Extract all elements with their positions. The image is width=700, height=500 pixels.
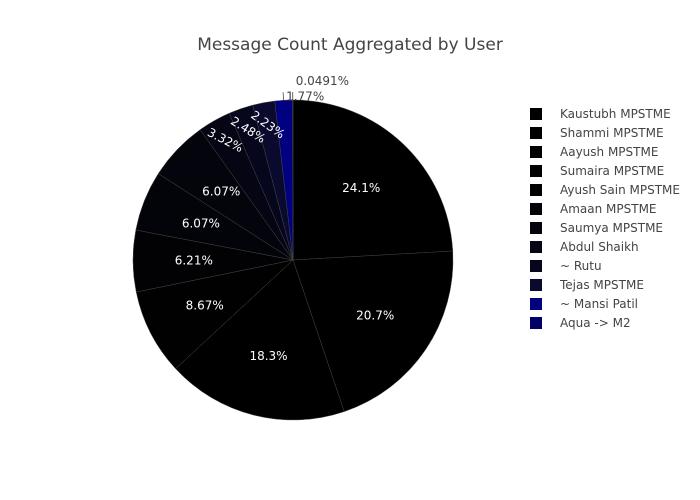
legend-item-shammi-mpstme[interactable]: Shammi MPSTME: [530, 126, 664, 140]
slice-percent-label: 6.21%: [175, 254, 213, 268]
chart-title: Message Count Aggregated by User: [197, 35, 503, 55]
legend-label: Saumya MPSTME: [560, 221, 663, 235]
legend-swatch: [530, 165, 542, 177]
legend-swatch: [530, 241, 542, 253]
legend-label: ~ Rutu: [560, 259, 602, 273]
slice-percent-label: 8.67%: [186, 298, 224, 312]
slice-percent-label: 18.3%: [249, 349, 287, 363]
legend-label: Tejas MPSTME: [559, 278, 644, 292]
slice-percent-label: 20.7%: [356, 309, 394, 323]
legend-swatch: [530, 108, 542, 120]
legend-label: ~ Mansi Patil: [560, 297, 638, 311]
legend-item-amaan-mpstme[interactable]: Amaan MPSTME: [530, 202, 657, 216]
legend-label: Abdul Shaikh: [560, 240, 639, 254]
legend-swatch: [530, 184, 542, 196]
legend-label: Shammi MPSTME: [560, 126, 664, 140]
legend-swatch: [530, 146, 542, 158]
legend-item-ayush-sain-mpstme[interactable]: Ayush Sain MPSTME: [530, 183, 680, 197]
legend-item-kaustubh-mpstme[interactable]: Kaustubh MPSTME: [530, 107, 671, 121]
legend-item-aqua-m2[interactable]: Aqua -> M2: [530, 316, 631, 330]
legend-label: Amaan MPSTME: [560, 202, 657, 216]
legend-swatch: [530, 279, 542, 291]
legend-item-abdul-shaikh[interactable]: Abdul Shaikh: [530, 240, 639, 254]
pie-slice-shammi-mpstme[interactable]: [292, 250, 454, 412]
legend-item-mansi-patil[interactable]: ~ Mansi Patil: [530, 297, 638, 311]
pie-slice-sumaira-mpstme[interactable]: [135, 259, 294, 370]
legend-swatch: [530, 127, 542, 139]
legend-swatch: [530, 203, 542, 215]
legend-swatch: [530, 222, 542, 234]
slice-percent-label: 6.07%: [182, 216, 220, 230]
legend: Kaustubh MPSTME Shammi MPSTME Aayush MPSTM…: [530, 107, 680, 330]
legend-label: Ayush Sain MPSTME: [560, 183, 680, 197]
legend-label: Sumaira MPSTME: [560, 164, 664, 178]
legend-item-saumya-mpstme[interactable]: Saumya MPSTME: [530, 221, 663, 235]
legend-item-tejas-mpstme[interactable]: Tejas MPSTME: [530, 278, 644, 292]
legend-item-aayush-mpstme[interactable]: Aayush MPSTME: [530, 145, 658, 159]
legend-swatch: [530, 260, 542, 272]
legend-item-sumaira-mpstme[interactable]: Sumaira MPSTME: [530, 164, 664, 178]
legend-swatch: [530, 317, 542, 329]
pie-slice-aayush-mpstme[interactable]: [175, 259, 345, 421]
slice-percent-label: 1.77%: [286, 89, 324, 103]
legend-label: Kaustubh MPSTME: [560, 107, 671, 121]
pie-slice-kaustubh-mpstme[interactable]: [292, 99, 454, 261]
legend-label: Aayush MPSTME: [560, 145, 658, 159]
legend-item-rutu[interactable]: ~ Rutu: [530, 259, 602, 273]
legend-swatch: [530, 298, 542, 310]
slice-percent-label: 0.0491%: [296, 74, 349, 88]
slice-percent-label: 24.1%: [342, 181, 380, 195]
label-leader-line: [282, 92, 284, 101]
pie-slices: [132, 99, 454, 421]
slice-percent-label: 6.07%: [202, 185, 240, 199]
legend-label: Aqua -> M2: [560, 316, 631, 330]
